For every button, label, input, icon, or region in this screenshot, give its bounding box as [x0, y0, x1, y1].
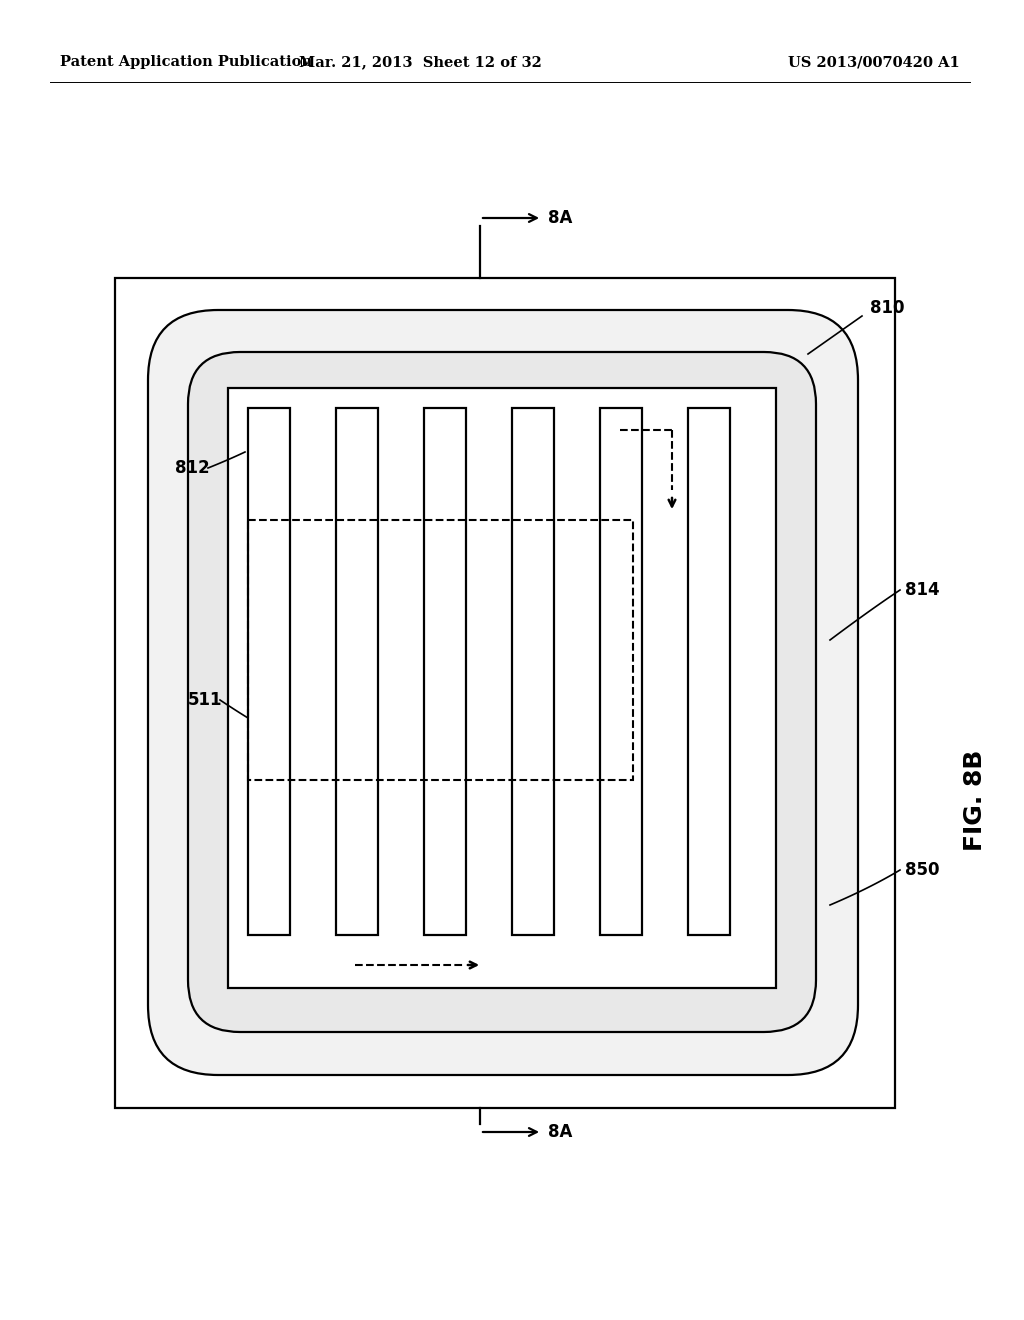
Bar — [248, 408, 290, 935]
Text: 8A: 8A — [548, 209, 572, 227]
Text: 810: 810 — [870, 300, 904, 317]
FancyBboxPatch shape — [148, 310, 858, 1074]
Text: 511: 511 — [187, 690, 222, 709]
Text: 814: 814 — [905, 581, 940, 599]
Text: Patent Application Publication: Patent Application Publication — [60, 55, 312, 69]
Bar — [424, 408, 466, 935]
Text: US 2013/0070420 A1: US 2013/0070420 A1 — [788, 55, 961, 69]
FancyBboxPatch shape — [188, 352, 816, 1032]
Text: 812: 812 — [175, 459, 210, 477]
Bar — [600, 408, 642, 935]
Bar — [336, 408, 378, 935]
Bar — [115, 279, 895, 1107]
Text: Mar. 21, 2013  Sheet 12 of 32: Mar. 21, 2013 Sheet 12 of 32 — [299, 55, 542, 69]
Text: 8A: 8A — [548, 1123, 572, 1140]
Bar — [688, 408, 730, 935]
Bar — [248, 520, 633, 780]
Bar — [512, 408, 554, 935]
Text: FIG. 8B: FIG. 8B — [963, 750, 987, 850]
Text: 850: 850 — [905, 861, 939, 879]
Bar — [228, 388, 776, 987]
